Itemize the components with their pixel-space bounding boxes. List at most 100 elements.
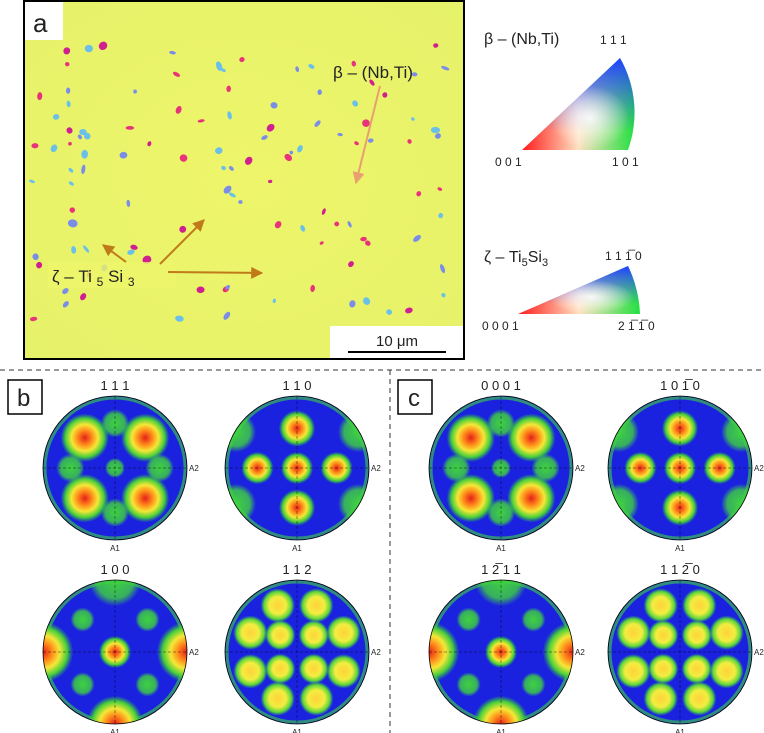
intensity-blob [260,588,295,623]
intensity-blob [260,681,295,716]
intensity-blob [60,413,109,462]
grain [441,292,446,298]
grain [334,221,340,227]
grain [66,100,71,108]
grain [223,311,231,320]
intensity-blob [265,620,296,651]
subscript: 5 [97,275,104,289]
pole-outline [224,395,370,541]
intensity-blob [472,695,530,724]
intensity-blob [456,672,481,697]
intensity-blob [298,620,329,651]
text: Si [528,249,542,266]
axis-label: A2 [189,648,199,657]
axis-label: A1 [675,544,685,553]
grain [81,149,89,159]
grain [416,191,422,197]
grain [77,134,82,140]
intensity-blob [43,621,74,683]
intensity-blob [681,620,712,651]
grain [223,185,232,194]
grain [270,102,278,109]
intensity [429,396,573,540]
grain [62,301,69,308]
grain [239,57,245,63]
grain [308,64,315,69]
intensity-blob [446,474,495,523]
grain [133,89,138,94]
intensity-blob [507,413,556,462]
intensity-blob [225,483,256,525]
axis-label: A2 [575,464,585,473]
grain [68,141,72,146]
grain [228,192,236,198]
grain [179,225,187,233]
label-box [25,2,63,40]
intensity-blob [88,580,142,607]
grain [244,156,253,165]
intensity-blob [135,607,160,632]
grain [225,284,230,290]
grain [215,61,223,71]
intensity-blob [70,672,95,697]
legend-title: β – (Nb,Ti) [484,31,559,48]
intensity-blob [521,672,546,697]
ipf-triangle [518,266,640,314]
grain [127,249,135,255]
text: ζ – Ti [52,267,97,286]
axis-label: A1 [110,728,120,733]
grain [119,151,128,159]
intensity-blob [542,621,573,683]
grain [295,66,300,73]
grain [430,126,441,134]
grain [68,181,74,186]
intensity-blob [60,474,109,523]
grain [37,92,43,101]
grain [439,264,446,274]
grain [321,208,326,215]
grain [98,41,108,51]
grain [221,68,226,73]
grain [274,221,282,229]
intensity-blob [233,654,268,689]
grain [69,207,76,213]
intensity-blob [135,672,160,697]
text: ζ – Ti [484,249,522,266]
grain [314,120,321,127]
grain [441,66,450,71]
axis-label: A2 [371,464,381,473]
arrow [102,244,127,263]
grain [172,71,181,77]
pole-figure: 0 0 0 1 A2 A1 [428,378,585,553]
grain [175,106,182,114]
panel-label: b [17,385,30,412]
ipf-corner: 1 1 1 [600,33,627,47]
grains [29,41,450,322]
scale-bar-label: 10 μm [376,333,418,350]
ipf-triangle [522,58,635,150]
pole-figure: 1 1 0 A2 A1 [224,378,381,553]
pole-title: 0 0 0 1 [481,378,521,393]
ipf-corner: 0 0 0 1 [482,319,519,333]
grain [197,119,205,123]
intensity-blob [326,615,361,650]
intensity-blob [446,413,495,462]
grain [261,135,268,140]
grain [300,225,306,232]
grain [64,61,70,67]
ipf-corner: 1 0 1 [612,155,639,169]
grain [125,126,135,130]
pole-title: 1 1 2 [283,562,312,577]
intensity-blob [709,615,744,650]
intensity-blob [121,413,170,462]
grain [360,236,367,242]
intensity-blob [643,681,678,716]
axis-label: A2 [371,648,381,657]
pole-outline [607,579,753,725]
grain [66,87,71,94]
grain [411,72,418,77]
label-box [7,379,43,415]
